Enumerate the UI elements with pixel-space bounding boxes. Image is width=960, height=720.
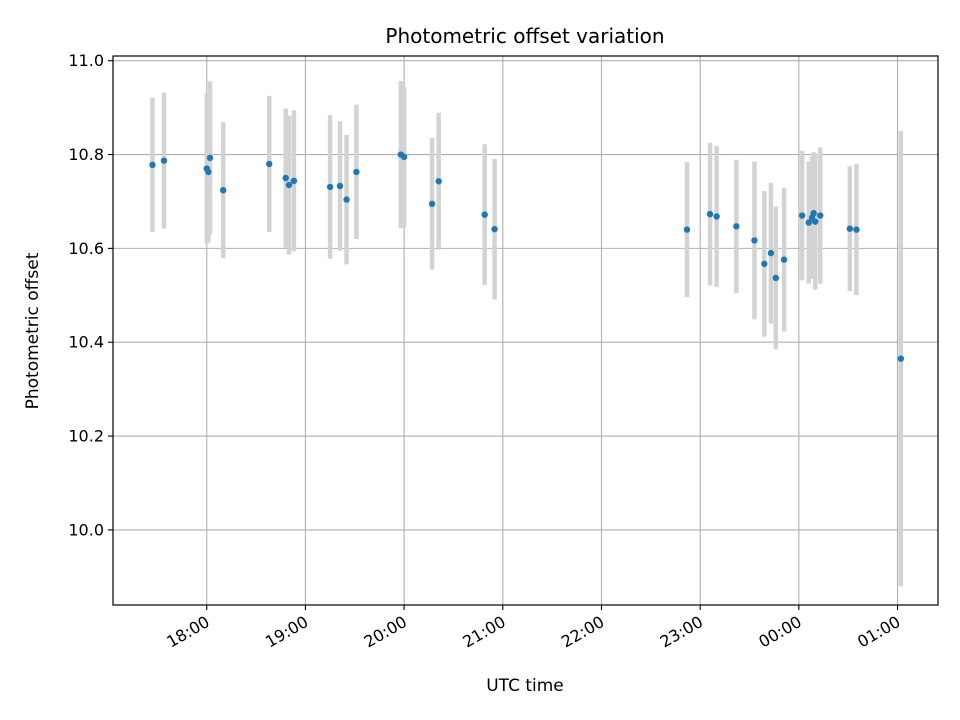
data-point bbox=[812, 218, 819, 225]
data-point bbox=[761, 260, 768, 268]
data-point bbox=[780, 256, 788, 263]
plot-area bbox=[113, 56, 938, 605]
data-point bbox=[428, 200, 436, 208]
data-point bbox=[683, 226, 691, 233]
data-point bbox=[343, 196, 350, 203]
x-axis-label: UTC time bbox=[486, 676, 564, 696]
data-point bbox=[491, 225, 498, 233]
y-tick-label: 10.0 bbox=[68, 520, 104, 539]
plot-frame bbox=[112, 55, 939, 606]
data-point bbox=[285, 181, 293, 189]
data-point bbox=[733, 223, 740, 230]
y-axis-label: Photometric offset bbox=[23, 252, 43, 409]
data-point bbox=[810, 209, 817, 217]
data-point bbox=[435, 178, 442, 185]
data-point bbox=[706, 210, 714, 218]
data-point bbox=[853, 226, 860, 233]
data-point bbox=[400, 153, 408, 161]
data-point bbox=[846, 225, 854, 232]
data-point bbox=[160, 157, 168, 164]
y-axis: 10.0 10.2 10.4 10.6 10.8 11.0 bbox=[68, 51, 113, 539]
data-point bbox=[282, 174, 289, 182]
y-tick-label: 10.6 bbox=[68, 239, 104, 258]
data-point bbox=[353, 168, 360, 176]
data-point bbox=[290, 177, 298, 185]
y-tick-label: 10.2 bbox=[68, 427, 104, 446]
data-point bbox=[205, 168, 212, 176]
y-tick-label: 11.0 bbox=[68, 51, 104, 70]
y-tick-label: 10.8 bbox=[68, 145, 104, 164]
data-point bbox=[751, 237, 758, 244]
data-point bbox=[817, 212, 824, 219]
y-tick-label: 10.4 bbox=[68, 333, 104, 352]
data-point bbox=[481, 211, 488, 218]
data-point bbox=[798, 212, 806, 219]
data-point bbox=[897, 355, 905, 362]
data-point bbox=[805, 219, 812, 226]
data-point bbox=[266, 160, 273, 168]
data-point bbox=[206, 154, 214, 162]
data-point bbox=[713, 213, 720, 220]
data-point bbox=[336, 182, 344, 190]
marker-layer bbox=[149, 151, 905, 362]
data-point bbox=[772, 274, 780, 282]
data-point bbox=[149, 161, 156, 169]
data-point bbox=[326, 183, 334, 191]
data-point bbox=[767, 249, 775, 257]
chart-title: Photometric offset variation bbox=[385, 24, 664, 48]
data-point bbox=[219, 187, 227, 194]
